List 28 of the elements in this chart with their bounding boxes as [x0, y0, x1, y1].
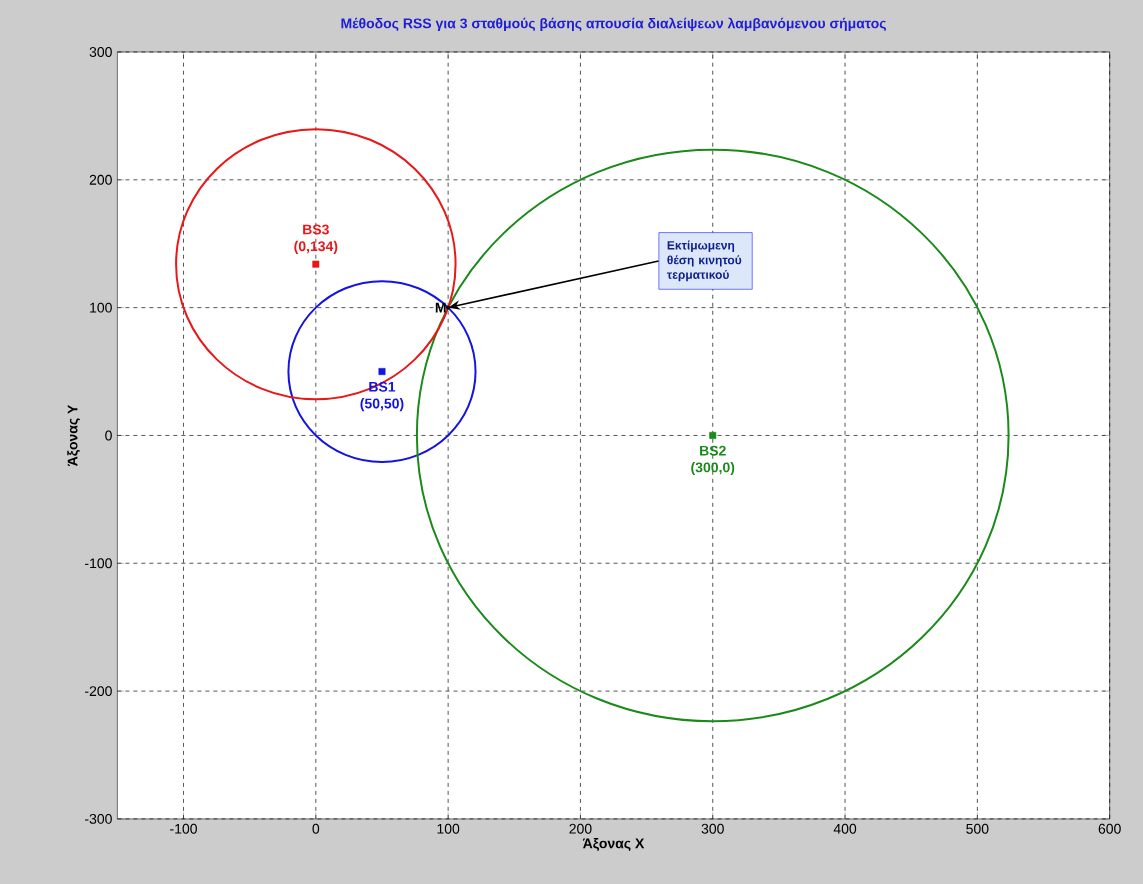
x-tick-label: 300	[701, 823, 724, 834]
y-tick-label: -200	[85, 686, 112, 696]
y-tick-label: 300	[89, 46, 112, 57]
annotation: Εκτίμωμενη θέση κινητού τερματικού	[666, 240, 742, 282]
point	[287, 280, 477, 463]
x-tick-label: 400	[833, 823, 857, 834]
x-tick-label: 200	[569, 823, 592, 834]
x-axis-title: Άξονας X	[582, 837, 645, 851]
point	[446, 305, 451, 310]
y-tick-label: -300	[85, 813, 112, 824]
annotation: (0,134)	[294, 240, 338, 254]
annotation: (300,0)	[691, 461, 735, 475]
x-tick-label: 500	[966, 823, 989, 834]
y-tick-label: 0	[105, 430, 112, 441]
x-tick-label: 600	[1098, 823, 1121, 834]
y-axis-title: Άξονας Y	[67, 404, 81, 466]
legend-label: M	[435, 302, 446, 313]
x-tick-label: 100	[437, 823, 460, 834]
annotation: (50,50)	[360, 397, 404, 412]
point	[415, 148, 1010, 723]
y-tick-label: 100	[90, 302, 112, 313]
chart-title: Μέθοδος RSS για 3 σταθμούς βάσης απουσία διαλείψεων λαμβανόμενου σήματος	[341, 17, 886, 31]
text: BS3	[303, 224, 329, 235]
text: BS2	[700, 445, 726, 456]
y-tick-label: 200	[89, 174, 112, 185]
x-tick-label: -100	[170, 823, 197, 834]
y-tick-label: -100	[85, 558, 112, 569]
x-tick-label: 0	[312, 823, 320, 834]
